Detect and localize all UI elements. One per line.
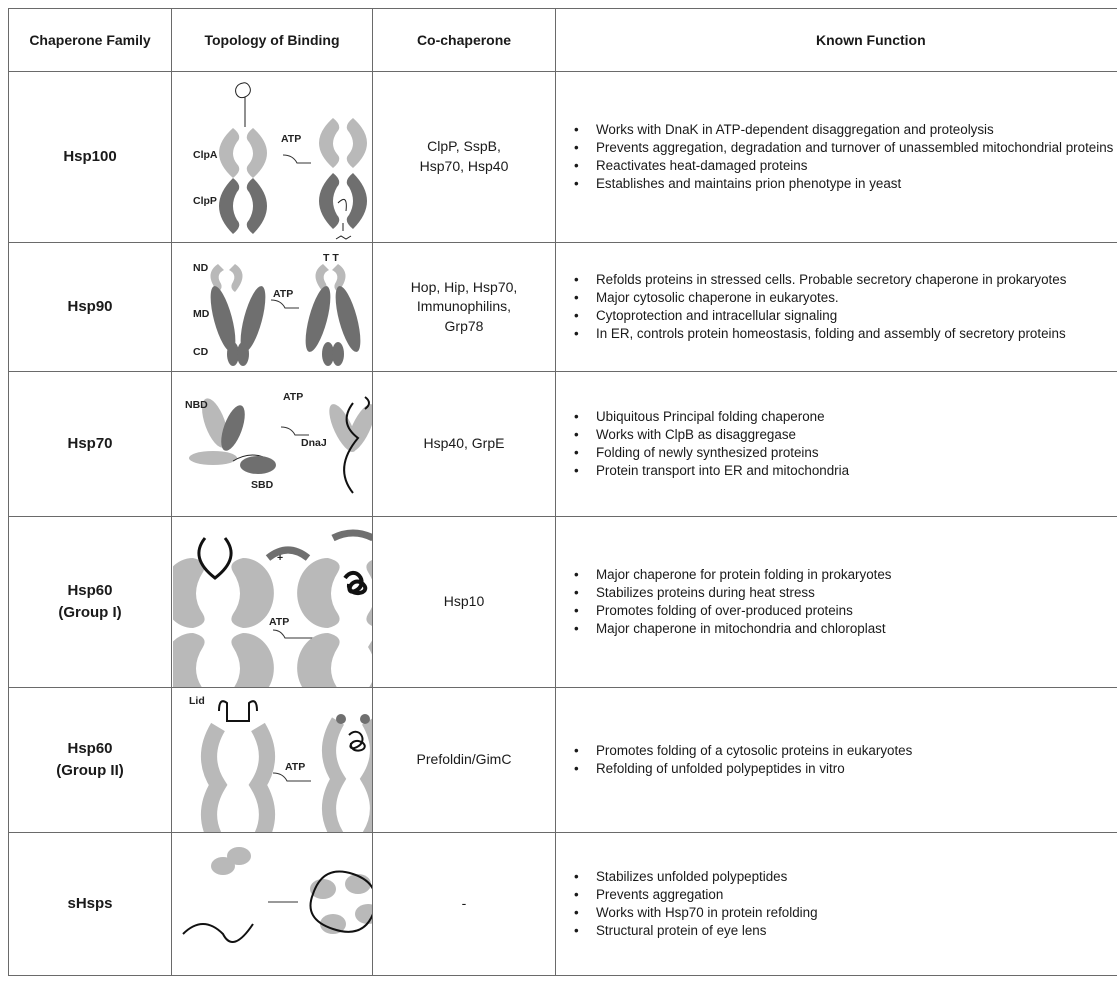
function-item: In ER, controls protein homeostasis, fol… [574,325,1114,343]
diagram-label: T T [323,251,339,263]
function-item: Promotes folding of a cytosolic proteins… [574,742,1114,760]
diagram-label: ND [193,261,209,273]
topology-diagram: ND MD CD ATP T T [193,251,360,366]
cochaperone: ClpP, SspB, Hsp70, Hsp40 [419,138,509,174]
cochaperone-cell: Hsp10 [373,517,556,688]
topology-diagram: Lid ATP [189,694,372,832]
topology-cell: Lid ATP [172,688,373,833]
function-list: Refolds proteins in stressed cells. Prob… [574,271,1114,342]
function-item: Works with Hsp70 in protein refolding [574,904,1114,922]
cochaperone: Hsp10 [443,593,485,610]
topology-cell: + ATP [172,517,373,688]
function-cell: Works with DnaK in ATP-dependent disaggr… [556,72,1117,243]
cochaperone-cell: Hsp40, GrpE [373,372,556,517]
family-cell: Hsp100 [8,72,172,243]
function-cell: Major chaperone for protein folding in p… [556,517,1117,688]
topology-diagram: NBD ATP DnaJ SBD [185,390,372,494]
diagram-label: ATP [285,760,305,772]
family-cell: sHsps [8,833,172,976]
header-text: Known Function [816,32,926,48]
function-list: Stabilizes unfolded polypeptidesPrevents… [574,868,1114,939]
family-cell: Hsp60 (Group II) [8,688,172,833]
family-cell: Hsp90 [8,243,172,372]
function-item: Stabilizes unfolded polypeptides [574,868,1114,886]
diagram-label: CD [193,345,209,357]
family-name: Hsp70 [67,435,113,453]
function-item: Refolding of unfolded polypeptides in vi… [574,760,1114,778]
function-cell: Ubiquitous Principal folding chaperoneWo… [556,372,1117,517]
header-text: Topology of Binding [204,32,340,48]
cochaperone: - [461,895,467,912]
family-name: Hsp100 [63,148,117,166]
function-item: Prevents aggregation, degradation and tu… [574,139,1114,157]
function-item: Refolds proteins in stressed cells. Prob… [574,271,1114,289]
topology-diagram: ClpA ClpP ATP [193,81,367,240]
function-list: Ubiquitous Principal folding chaperoneWo… [574,408,1114,479]
diagram-label: ClpA [193,148,218,160]
family-cell: Hsp70 [8,372,172,517]
cochaperone-cell: Hop, Hip, Hsp70, Immunophilins, Grp78 [373,243,556,372]
function-item: Reactivates heat-damaged proteins [574,157,1114,175]
function-item: Folding of newly synthesized proteins [574,444,1114,462]
topology-cell [172,833,373,976]
family-name: Hsp60 (Group I) [58,582,122,621]
header-cell: Co-chaperone [373,8,556,72]
diagram-label: ClpP [193,194,217,206]
function-item: Major cytosolic chaperone in eukaryotes. [574,289,1114,307]
diagram-label: ATP [269,615,289,627]
topology-diagram [181,846,372,943]
diagram-label: SBD [251,478,274,490]
diagram-label: ATP [283,390,303,402]
function-item: Structural protein of eye lens [574,922,1114,940]
diagram-label: MD [193,307,210,319]
topology-diagram: + ATP [172,529,372,687]
diagram-label: ATP [273,287,293,299]
function-list: Works with DnaK in ATP-dependent disaggr… [574,121,1114,192]
cochaperone-cell: Prefoldin/GimC [373,688,556,833]
topology-cell: ND MD CD ATP T T [172,243,373,372]
diagram-label: Lid [189,694,205,706]
diagram-label: ATP [281,132,301,144]
family-name: Hsp90 [67,298,113,316]
cochaperone: Hop, Hip, Hsp70, Immunophilins, Grp78 [410,278,518,334]
header-cell: Known Function [556,8,1117,72]
cochaperone: Hsp40, GrpE [423,435,505,452]
header-cell: Topology of Binding [172,8,373,72]
diagram-label: NBD [185,398,208,410]
function-item: Protein transport into ER and mitochondr… [574,462,1114,480]
function-cell: Stabilizes unfolded polypeptidesPrevents… [556,833,1117,976]
function-item: Establishes and maintains prion phenotyp… [574,175,1114,193]
diagram-label: DnaJ [301,436,327,448]
function-list: Promotes folding of a cytosolic proteins… [574,742,1114,778]
family-cell: Hsp60 (Group I) [8,517,172,688]
family-name: sHsps [67,895,113,913]
function-item: Ubiquitous Principal folding chaperone [574,408,1114,426]
cochaperone-cell: ClpP, SspB, Hsp70, Hsp40 [373,72,556,243]
function-item: Major chaperone for protein folding in p… [574,566,1114,584]
diagram-label: + [277,551,283,563]
header-text: Chaperone Family [29,32,151,48]
function-item: Stabilizes proteins during heat stress [574,584,1114,602]
topology-cell: ClpA ClpP ATP [172,72,373,243]
family-name: Hsp60 (Group II) [56,740,124,779]
function-cell: Promotes folding of a cytosolic proteins… [556,688,1117,833]
header-text: Co-chaperone [416,32,512,48]
function-item: Works with ClpB as disaggregase [574,426,1114,444]
header-cell: Chaperone Family [8,8,172,72]
function-item: Prevents aggregation [574,886,1114,904]
function-list: Major chaperone for protein folding in p… [574,566,1114,637]
function-item: Works with DnaK in ATP-dependent disaggr… [574,121,1114,139]
topology-cell: NBD ATP DnaJ SBD [172,372,373,517]
function-item: Promotes folding of over-produced protei… [574,602,1114,620]
function-item: Major chaperone in mitochondria and chlo… [574,620,1114,638]
cochaperone: Prefoldin/GimC [416,751,512,768]
function-cell: Refolds proteins in stressed cells. Prob… [556,243,1117,372]
function-item: Cytoprotection and intracellular signali… [574,307,1114,325]
cochaperone-cell: - [373,833,556,976]
